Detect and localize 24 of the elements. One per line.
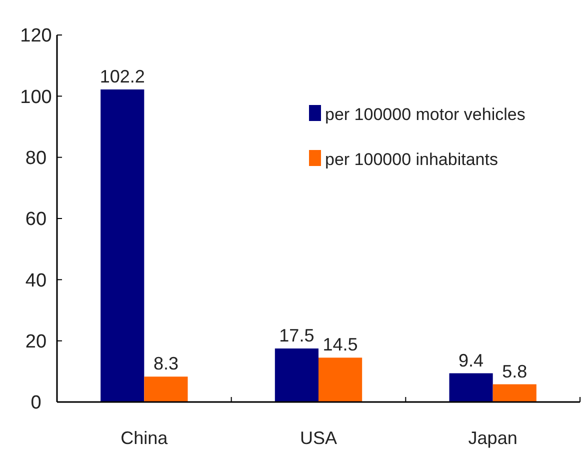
- bar: [318, 358, 362, 402]
- legend-label: per 100000 motor vehicles: [325, 105, 526, 124]
- y-tick-label: 60: [25, 209, 47, 230]
- bar: [100, 89, 144, 402]
- data-label: 14.5: [322, 334, 358, 355]
- x-tick-label: China: [120, 428, 169, 448]
- y-tick-label: 120: [20, 26, 52, 47]
- y-tick-label: 40: [25, 270, 47, 292]
- bar: [144, 376, 188, 402]
- data-label: 17.5: [279, 325, 314, 346]
- x-tick-label: Japan: [468, 428, 518, 448]
- bar: [492, 384, 536, 402]
- data-label: 102.2: [100, 66, 145, 86]
- y-tick-label: 100: [20, 86, 52, 108]
- x-tick-label: USA: [300, 428, 338, 448]
- data-label: 9.4: [458, 350, 484, 370]
- data-label: 8.3: [153, 354, 178, 374]
- legend-label: per 100000 inhabitants: [325, 150, 498, 169]
- bar: [449, 373, 493, 402]
- y-tick-label: 0: [30, 392, 42, 414]
- bar: [274, 348, 318, 402]
- y-tick-label: 80: [25, 148, 47, 169]
- data-label: 5.8: [502, 361, 528, 382]
- y-tick-label: 20: [25, 331, 47, 352]
